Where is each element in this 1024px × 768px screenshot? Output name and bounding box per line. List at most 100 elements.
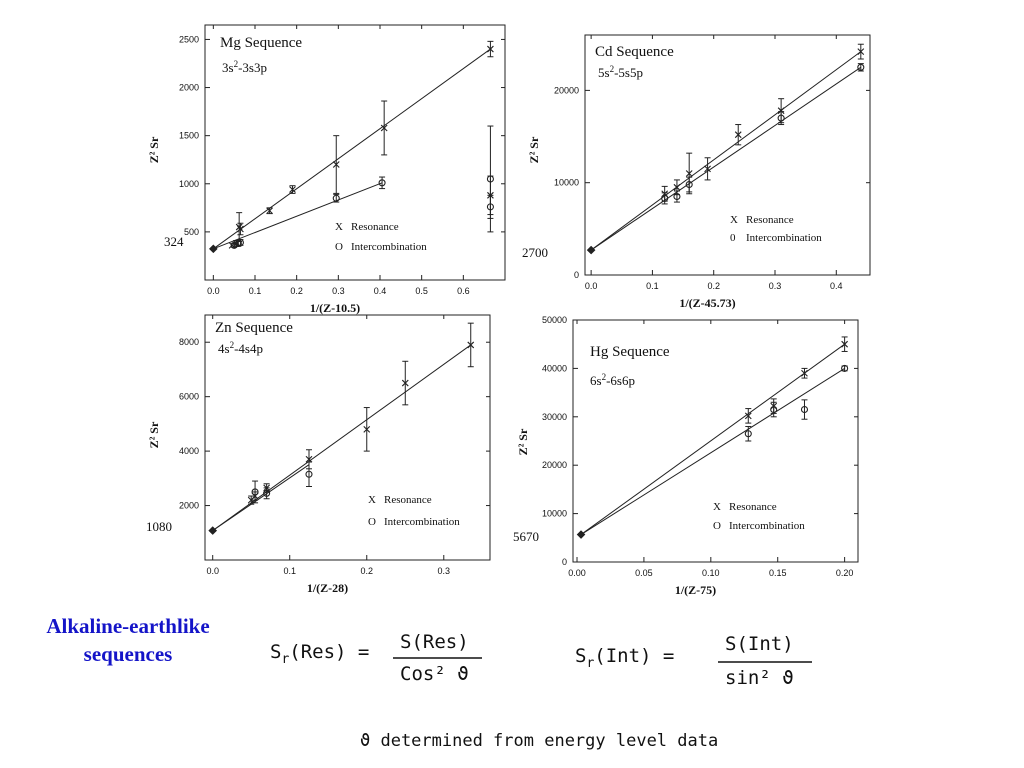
zn-y-tick-label: 6000 — [179, 392, 199, 402]
zn-intercombination-point — [305, 470, 313, 478]
hg-intercept-label: 5670 — [513, 529, 539, 544]
zn-x-tick-label: 0.3 — [438, 566, 451, 576]
mg-resonance-point — [487, 45, 494, 53]
mg-chart-subtitle: 3s2-3s3p — [222, 59, 267, 75]
formula-int-lhs: Sr(Int) = — [575, 645, 674, 671]
cd-legend-marker-1: X — [730, 214, 738, 226]
cd-x-axis-label: 1/(Z-45.73) — [679, 296, 735, 310]
mg-resonance-point — [266, 207, 273, 215]
cd-x-tick-label: 0.0 — [585, 281, 598, 291]
cd-intercombination-point — [777, 114, 785, 122]
hg-x-axis-label: 1/(Z-75) — [675, 583, 716, 597]
zn-y-tick-label: 4000 — [179, 446, 199, 456]
zn-sequence-chart: 0.0 0.1 0.2 0.3 2000 4000 6000 8000 1/(Z-28) Z² S… — [146, 314, 491, 595]
mg-x-tick-label: 0.0 — [207, 286, 220, 296]
hg-x-tick-label: 0.10 — [702, 568, 720, 578]
mg-legend-marker-1: X — [335, 221, 343, 233]
cd-legend-label-2: Intercombination — [746, 232, 822, 244]
cd-resonance-point — [734, 131, 742, 139]
zn-intercombination-origin-point — [208, 526, 217, 535]
cd-resonance-point — [857, 48, 865, 56]
formula-note: ϑ determined from energy level data — [360, 731, 718, 751]
cd-x-tick-label: 0.2 — [707, 281, 720, 291]
zn-legend-label-1: Resonance — [384, 494, 432, 506]
hg-resonance-point — [801, 369, 808, 377]
mg-intercept-label: 324 — [164, 234, 184, 249]
mg-x-axis-label: 1/(Z-10.5) — [310, 301, 360, 315]
hg-resonance-point — [744, 412, 752, 420]
zn-intercombination-point — [251, 488, 259, 496]
hg-chart-title: Hg Sequence — [590, 344, 670, 360]
hg-y-tick-label: 50000 — [542, 315, 567, 325]
cd-resonance-point — [777, 107, 785, 115]
cd-sequence-chart: 0.0 0.1 0.2 0.3 0.4 0 10000 20000 1/(Z-45.73) Z² … — [522, 34, 871, 310]
mg-intercombination-point — [332, 194, 340, 202]
hg-legend-marker-1: X — [713, 501, 721, 513]
hg-intercombination-origin-point — [576, 530, 586, 539]
zn-y-tick-label: 2000 — [179, 501, 199, 511]
mg-intercombination-point — [378, 179, 386, 187]
cd-resonance-fit-line — [590, 51, 862, 251]
zn-legend-marker-2: O — [368, 516, 376, 528]
hg-legend-label-1: Resonance — [729, 501, 777, 513]
hg-resonance-fit-line — [580, 343, 845, 535]
hg-intercombination-point — [770, 405, 778, 414]
mg-intercombination-point — [236, 238, 244, 247]
zn-intercombination-point — [263, 489, 271, 497]
formula-res-lhs: Sr(Res) = — [270, 641, 369, 667]
mg-intercombination-point — [486, 203, 494, 211]
hg-legend-marker-2: O — [713, 520, 721, 532]
heading-line-1: Alkaline-earthlike — [46, 614, 210, 638]
hg-intercombination-point — [744, 430, 752, 438]
cd-y-tick-label: 20000 — [554, 85, 579, 95]
mg-resonance-point — [237, 225, 244, 233]
zn-x-tick-label: 0.2 — [360, 566, 373, 576]
zn-y-tick-label: 8000 — [179, 337, 199, 347]
cd-y-tick-label: 10000 — [554, 178, 579, 188]
formula-resonance: Sr(Res) = S(Res) Cos² ϑ — [270, 631, 482, 685]
cd-legend-marker-2: 0 — [730, 232, 736, 244]
zn-resonance-point — [363, 425, 371, 433]
mg-resonance-point — [289, 186, 296, 193]
zn-y-axis-label: Z² Sr — [147, 421, 161, 448]
sequences-heading: Alkaline-earthlike sequences — [18, 612, 238, 668]
formula-int-denominator: sin² ϑ — [725, 667, 794, 689]
formula-intercombination: Sr(Int) = S(Int) sin² ϑ — [575, 633, 812, 689]
hg-y-tick-label: 0 — [562, 557, 567, 567]
cd-intercombination-origin-point — [586, 245, 596, 255]
formula-res-denominator: Cos² ϑ — [400, 663, 469, 685]
cd-plot-frame — [584, 34, 871, 276]
mg-y-tick-label: 2500 — [179, 34, 199, 44]
mg-x-tick-label: 0.6 — [457, 286, 470, 296]
cd-chart-title: Cd Sequence — [595, 44, 674, 60]
zn-x-tick-label: 0.0 — [206, 566, 219, 576]
cd-y-tick-label: 0 — [574, 270, 579, 280]
formula-int-numerator: S(Int) — [725, 633, 794, 655]
hg-y-axis-label: Z² Sr — [516, 428, 530, 455]
zn-legend-marker-1: X — [368, 494, 376, 506]
mg-y-axis-label: Z² Sr — [147, 136, 161, 163]
zn-chart-subtitle: 4s2-4s4p — [218, 340, 263, 356]
hg-legend-label-2: Intercombination — [729, 520, 805, 532]
cd-chart-subtitle: 5s2-5s5p — [598, 64, 643, 80]
mg-y-tick-label: 1000 — [179, 179, 199, 189]
mg-x-tick-label: 0.3 — [332, 286, 345, 296]
mg-resonance-point — [332, 161, 340, 168]
mg-x-tick-label: 0.1 — [249, 286, 262, 296]
hg-plot-frame — [572, 319, 859, 563]
hg-x-tick-label: 0.00 — [568, 568, 586, 578]
mg-resonance-point — [380, 124, 388, 132]
mg-intercombination-fit-line — [213, 182, 383, 250]
hg-x-tick-label: 0.20 — [836, 568, 854, 578]
cd-intercombination-fit-line — [590, 66, 862, 251]
mg-sequence-chart: 0.0 0.1 0.2 0.3 0.4 0.5 0.6 500 1000 1500 2000 2500… — [147, 24, 506, 315]
mg-x-tick-label: 0.2 — [290, 286, 303, 296]
mg-legend-marker-2: O — [335, 241, 343, 253]
cd-resonance-point — [673, 183, 681, 191]
hg-intercombination-fit-line — [580, 367, 845, 535]
mg-y-tick-label: 2000 — [179, 83, 199, 93]
mg-resonance-fit-line — [213, 48, 491, 250]
cd-intercombination-point — [857, 63, 865, 71]
hg-y-tick-label: 10000 — [542, 509, 567, 519]
mg-plot-frame — [204, 24, 506, 281]
